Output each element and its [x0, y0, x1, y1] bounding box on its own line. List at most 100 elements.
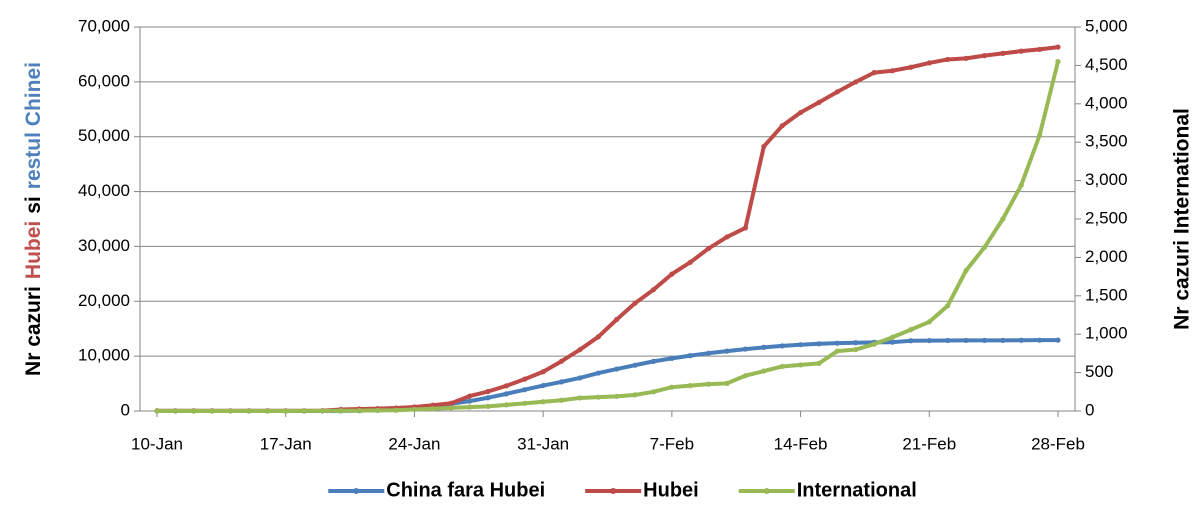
data-point [1037, 46, 1043, 53]
data-point [1055, 337, 1061, 343]
data-point [797, 342, 804, 348]
data-point [650, 287, 657, 293]
data-point [834, 89, 840, 95]
y-axis-title: Nr cazuri Hubei si restul Chinei [22, 62, 45, 376]
x-tick-label: 7-Feb [650, 434, 694, 453]
data-point [485, 388, 491, 395]
x-tick-label: 24-Jan [388, 434, 440, 453]
y-axis-title-part: Hubei [22, 221, 45, 279]
x-tick-label: 14-Feb [774, 434, 828, 453]
y-tick-label: 20,000 [78, 291, 130, 310]
data-point [1055, 44, 1061, 50]
data-point [724, 234, 730, 240]
y-axis-title-part: restul Chinei [22, 62, 45, 189]
x-tick-label: 10-Jan [131, 434, 183, 453]
data-point [430, 406, 436, 412]
y-tick-label: 70,000 [78, 16, 130, 35]
data-point [650, 389, 657, 395]
y2-tick-label: 3,000 [1085, 170, 1128, 189]
legend-label: Hubei [643, 479, 699, 501]
data-point [632, 300, 638, 306]
x-tick-label: 21-Feb [902, 434, 956, 453]
data-point [1018, 337, 1024, 343]
data-point [926, 60, 932, 66]
legend-marker [353, 488, 360, 494]
y-tick-label: 40,000 [78, 181, 130, 200]
data-point [154, 408, 160, 414]
data-point [375, 407, 381, 413]
data-point [797, 362, 804, 368]
data-point [1018, 182, 1024, 188]
data-point [908, 338, 914, 344]
data-point [632, 392, 638, 398]
data-point [466, 398, 473, 404]
data-point [724, 348, 730, 354]
data-point [503, 391, 509, 397]
y2-tick-label: 5,000 [1085, 16, 1128, 35]
data-point [742, 225, 749, 231]
data-point [742, 346, 749, 352]
data-point [889, 334, 896, 340]
data-point [816, 99, 822, 106]
data-point [706, 245, 712, 252]
data-point [614, 366, 620, 372]
data-point [926, 319, 932, 325]
x-tick-label: 31-Jan [517, 434, 569, 453]
data-point [1037, 132, 1043, 138]
data-point [503, 383, 509, 389]
data-point [981, 337, 988, 343]
data-point [669, 271, 675, 277]
data-point [540, 399, 546, 405]
data-point [706, 381, 712, 387]
x-tick-label: 17-Jan [260, 434, 312, 453]
data-point [945, 56, 951, 63]
data-point [540, 369, 546, 375]
data-point [522, 400, 528, 406]
data-point [466, 404, 473, 410]
y-axis-title-part: si [22, 196, 45, 214]
data-point [889, 68, 896, 74]
plot-frame [139, 26, 1076, 412]
data-point [687, 353, 693, 359]
y2-tick-label: 0 [1085, 400, 1094, 419]
data-point [1000, 50, 1006, 57]
y-tick-label: 60,000 [78, 71, 130, 90]
data-point [558, 358, 565, 364]
data-point [779, 123, 785, 129]
data-point [191, 408, 197, 414]
series-line [157, 61, 1060, 413]
data-point [283, 408, 289, 414]
data-point [632, 362, 638, 368]
data-point [522, 376, 528, 382]
data-point [264, 408, 270, 414]
data-point [466, 393, 473, 399]
data-point [926, 337, 932, 344]
data-point [871, 70, 877, 76]
legend-label: China fara Hubei [386, 479, 545, 501]
series-line [157, 338, 1059, 413]
y-tick-label: 10,000 [78, 346, 130, 365]
data-point [724, 380, 730, 386]
data-point [227, 408, 234, 414]
data-point [889, 339, 896, 345]
data-point [411, 406, 418, 413]
x-tick-label: 28-Feb [1031, 434, 1085, 453]
data-point [614, 316, 620, 323]
data-point [797, 109, 804, 116]
data-point [816, 360, 822, 366]
data-point [1018, 48, 1024, 54]
data-point [650, 358, 657, 364]
data-point [595, 394, 601, 400]
y2-tick-label: 4,500 [1085, 55, 1128, 74]
legend-label: International [797, 479, 917, 501]
data-point [945, 337, 951, 344]
data-point [356, 408, 362, 414]
data-point [981, 53, 988, 59]
y2-tick-label: 3,500 [1085, 132, 1128, 151]
data-point [908, 64, 914, 70]
data-point [908, 326, 914, 333]
data-point [614, 393, 620, 400]
y2-tick-label: 4,000 [1085, 93, 1128, 112]
data-point [595, 370, 601, 376]
data-point [779, 363, 785, 370]
